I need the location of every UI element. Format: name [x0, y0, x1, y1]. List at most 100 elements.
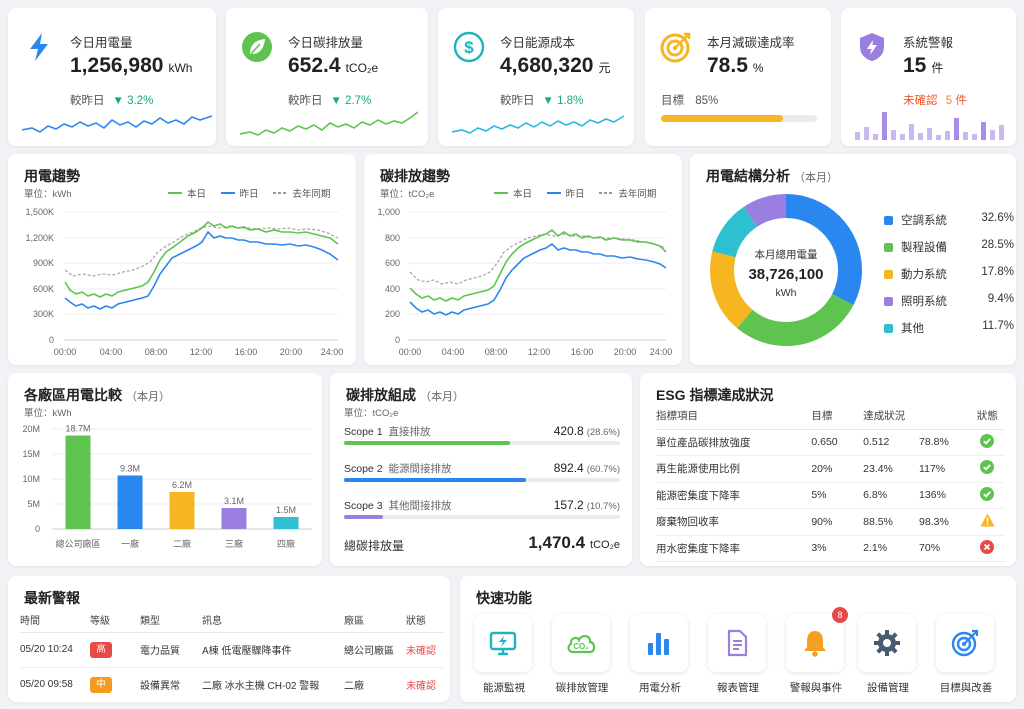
kpi-card-carbon[interactable]: 今日碳排放量 652.4 tCO₂e 較昨日 ▼ 2.7% — [226, 8, 428, 146]
y-tick: 400 — [385, 284, 400, 294]
shield-alert-icon — [860, 33, 884, 61]
alarm-table: 時間 等級 類型 訊息 廠區 狀態 05/20 10:24 高 電力品質 A棟 低電壓… — [20, 608, 444, 703]
col-header: 類型 — [140, 608, 202, 633]
section-title: 碳排放趨勢 — [380, 168, 450, 184]
carbon-composition-card: 碳排放組成 （本月） 單位：tCO₂e — [330, 373, 632, 566]
alarm-site: 二廠 — [344, 667, 406, 703]
slice-power — [710, 194, 862, 346]
esg-actual: 0.512 — [863, 429, 920, 456]
alarm-time: 05/20 09:58 — [20, 667, 90, 703]
section-title: 用電趨勢 — [24, 168, 80, 184]
kpi-card-alarms[interactable]: 系統警報 15 件 未確認 5 件 — [841, 8, 1016, 146]
quick-report-management[interactable]: 報表管理 — [708, 614, 768, 695]
quick-equipment-management[interactable]: 設備管理 — [858, 614, 918, 695]
kpi-target: 目標 85% — [661, 95, 719, 107]
x-tick: 16:00 — [235, 347, 258, 357]
alarm-row[interactable]: 05/20 10:24 高 電力品質 A棟 低電壓驟降事件 總公司廠區 未確認 — [20, 632, 444, 668]
y-tick: 10M — [22, 474, 40, 484]
esg-row: 再生能源使用比例 20% 23.4% 117% — [656, 455, 1004, 483]
y-tick: 600K — [33, 284, 54, 294]
carbon-trend-card: 碳排放趨勢 單位：tCO₂e 本日 昨日 去年同期 1,000 800 600 400… — [364, 154, 682, 365]
esg-actual: 88.5% — [863, 508, 920, 536]
kpi-card-reduction[interactable]: 本月減碳達成率 78.5% 目標 85% — [645, 8, 831, 146]
legend-last-year: 去年同期 — [273, 186, 330, 200]
sparkline — [452, 115, 624, 134]
quick-alarms-events[interactable]: 8 警報與事件 — [786, 607, 848, 695]
kpi-card-power[interactable]: 今日用電量 1,256,980 kWh 較昨日 ▼ 3.2% — [8, 8, 216, 146]
y-tick: 1,500K — [25, 207, 54, 217]
esg-actual: 6.8% — [863, 482, 920, 509]
alarm-type: 設備異常 — [140, 667, 202, 703]
section-title: ESG 指標達成狀況 — [656, 387, 774, 403]
kpi-title: 今日能源成本 — [500, 36, 576, 50]
alarm-histogram — [855, 112, 1004, 140]
category-label: 三廠 — [225, 538, 243, 549]
legend-item: 照明系統 9.4% — [884, 293, 1014, 309]
x-tick: 12:00 — [190, 347, 213, 357]
col-header: 目標 — [811, 403, 864, 430]
esg-rate: 70% — [919, 535, 971, 562]
co2-cloud-icon: CO₂ — [567, 635, 596, 654]
x-tick: 08:00 — [145, 347, 168, 357]
y-tick: 800 — [385, 233, 400, 243]
y-tick: 900K — [33, 258, 54, 268]
series-last-year — [409, 233, 667, 285]
target-icon — [660, 32, 691, 63]
x-tick: 08:00 — [485, 347, 508, 357]
esg-target: 20% — [811, 455, 864, 483]
legend-item: 動力系統 17.8% — [884, 266, 1014, 282]
scope-bar-track — [344, 441, 620, 445]
esg-row: 用水密集度下降率 3% 2.1% 70% — [656, 535, 1004, 562]
donut-center-value: 38,726,100 — [748, 266, 823, 283]
esg-indicator: 單位產品碳排放強度 — [656, 429, 812, 456]
y-tick: 0 — [395, 335, 400, 345]
sparkline — [22, 115, 212, 133]
esg-rate: 136% — [919, 482, 971, 509]
y-tick: 15M — [22, 449, 40, 459]
scope-bar-fill — [344, 478, 527, 482]
y-tick: 0 — [35, 524, 40, 534]
kpi-value: 15 件 — [903, 54, 944, 77]
bar — [221, 508, 247, 529]
alarm-message: A棟 低電壓驟降事件 — [202, 632, 344, 668]
kpi-title: 系統警報 — [903, 36, 954, 50]
esg-row: 廢棄物回收率 90% 88.5% 98.3% — [656, 508, 1004, 536]
quick-carbon-management[interactable]: CO₂ 碳排放管理 — [552, 614, 612, 695]
legend-yesterday: 昨日 — [220, 186, 259, 200]
kpi-compare: 較昨日 ▼ 3.2% — [70, 95, 154, 107]
alarm-state[interactable]: 未確認 — [406, 667, 444, 703]
alarm-state[interactable]: 未確認 — [406, 632, 444, 668]
dollar-icon: $ — [453, 31, 485, 63]
target-icon — [951, 629, 979, 657]
col-header: 等級 — [90, 608, 140, 633]
y-tick: 1,200K — [25, 233, 54, 243]
section-title: 各廠區用電比較 （本月） — [24, 387, 170, 403]
y-tick: 300K — [33, 309, 54, 319]
chart-legend: 本日 昨日 去年同期 — [156, 186, 330, 200]
scope-row: Scope 2 能源間接排放 892.4 (60.7%) — [344, 461, 620, 482]
donut-center-unit: kWh — [776, 287, 797, 299]
col-header: 狀態 — [970, 403, 1004, 430]
legend-last-year: 去年同期 — [599, 186, 656, 200]
quick-energy-monitor[interactable]: 能源監視 — [474, 614, 534, 695]
alarm-type: 電力品質 — [140, 632, 202, 668]
quick-power-analysis[interactable]: 用電分析 — [630, 614, 690, 695]
quick-targets-improvement[interactable]: 目標與改善 — [936, 614, 996, 695]
error-circle-icon — [980, 539, 995, 554]
unit-label: 單位：tCO₂e — [344, 408, 399, 419]
bar-chart-icon — [648, 633, 669, 655]
warning-icon — [980, 513, 995, 527]
plant-compare-card: 各廠區用電比較 （本月） 單位：kWh 20M 15M 10M 5M 0 18.7M 總公司… — [8, 373, 322, 566]
x-tick: 00:00 — [54, 347, 77, 357]
alarm-row[interactable]: 05/20 09:58 中 設備異常 二廠 冰水主機 CH-02 警報 二廠 未確認 — [20, 667, 444, 703]
bar — [117, 475, 143, 529]
section-title: 快速功能 — [476, 590, 532, 606]
series-last-year — [64, 225, 339, 277]
kpi-card-cost[interactable]: $ 今日能源成本 4,680,320 元 較昨日 ▼ 1.8% — [438, 8, 634, 146]
series-yesterday — [409, 242, 667, 316]
col-header: 時間 — [20, 608, 90, 633]
scope-row: Scope 1 直接排放 420.8 (28.6%) — [344, 424, 620, 445]
y-tick: 5M — [27, 499, 40, 509]
unit-label: 單位：kWh — [24, 189, 72, 200]
series-today — [64, 220, 339, 298]
